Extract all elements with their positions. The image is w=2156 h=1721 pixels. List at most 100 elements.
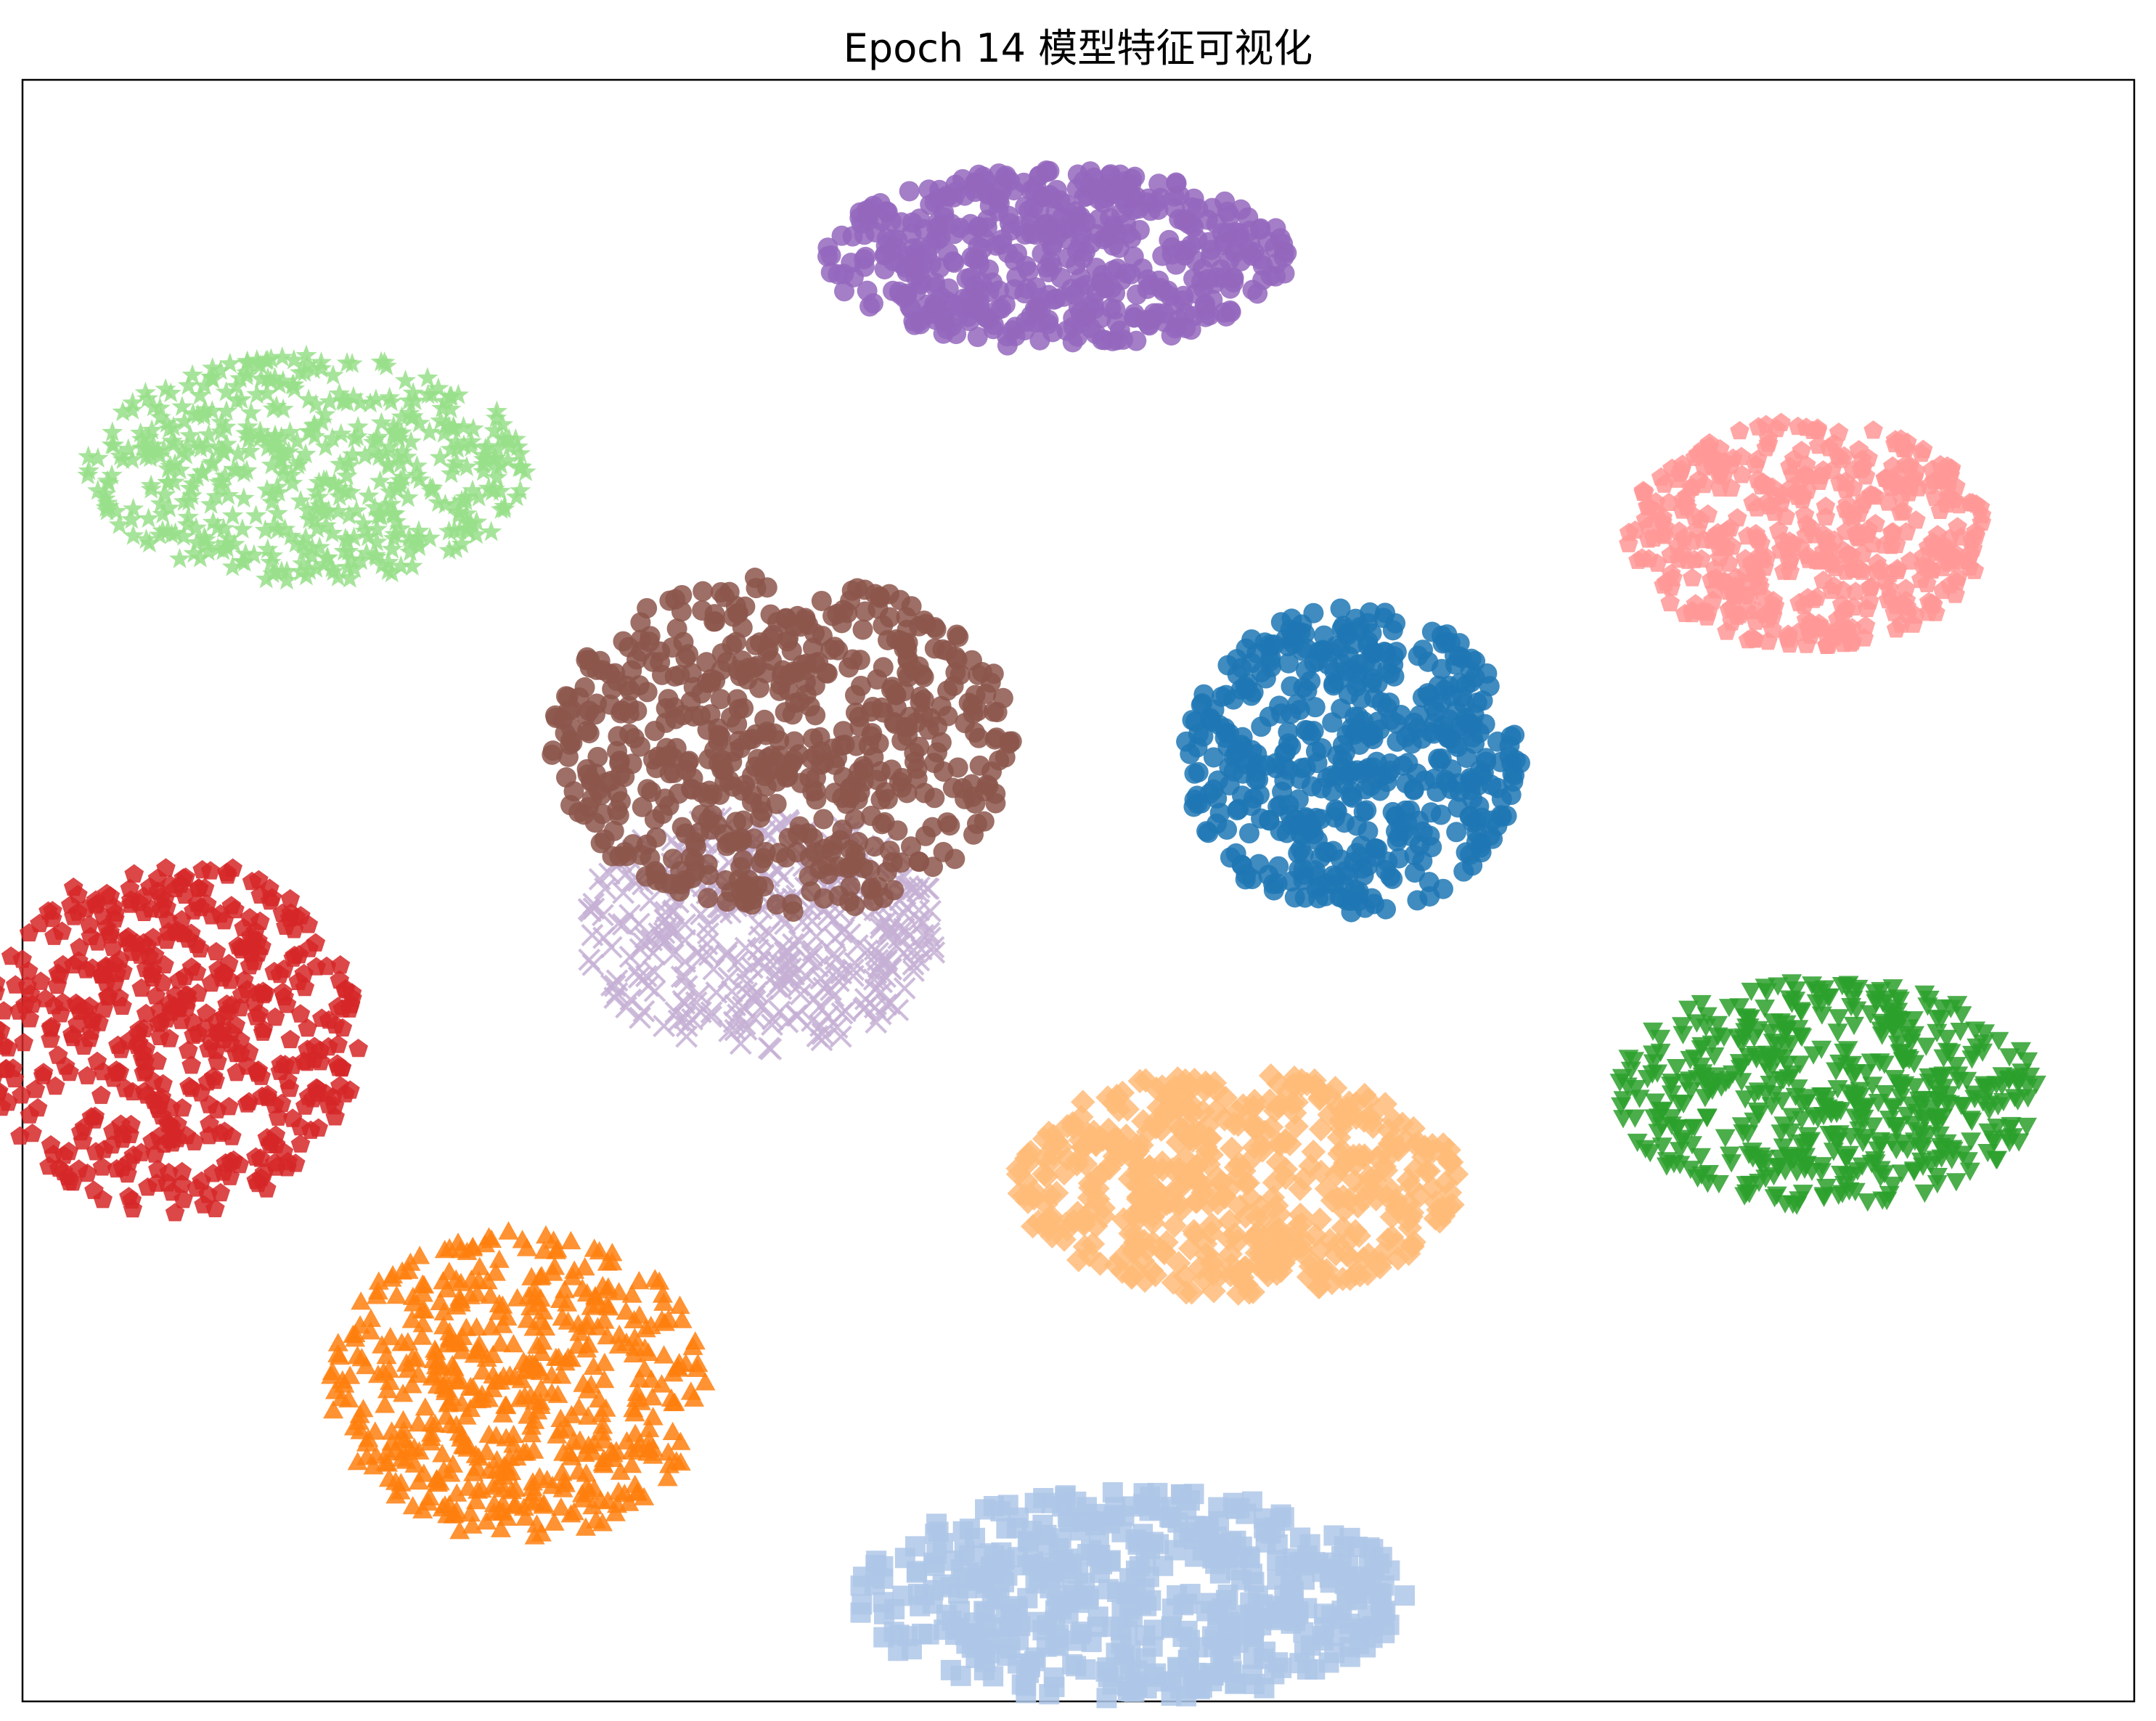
data-point — [817, 1005, 839, 1028]
data-point — [1357, 856, 1379, 877]
data-point — [809, 967, 833, 990]
data-point — [164, 453, 186, 474]
data-point — [607, 740, 628, 761]
data-point — [629, 938, 652, 961]
data-point — [933, 841, 954, 862]
data-point — [813, 888, 834, 909]
data-point — [189, 437, 211, 458]
data-point — [838, 657, 859, 678]
data-point — [1816, 507, 1836, 526]
data-point — [751, 994, 774, 1018]
data-point — [380, 1327, 401, 1346]
data-point — [216, 400, 237, 421]
data-point — [1683, 531, 1702, 550]
data-point — [1964, 560, 1985, 579]
data-point — [303, 359, 324, 380]
data-point — [827, 970, 850, 992]
data-point — [685, 1331, 706, 1350]
data-point — [983, 663, 1004, 684]
data-point — [1085, 324, 1106, 345]
data-point — [306, 933, 326, 952]
data-point — [769, 680, 790, 701]
data-point — [1263, 880, 1284, 901]
data-point — [1861, 576, 1881, 595]
data-point — [1188, 724, 1209, 745]
data-point — [961, 298, 982, 319]
data-point — [1122, 187, 1143, 208]
data-point — [1776, 507, 1796, 526]
data-point — [685, 991, 708, 1014]
data-point — [1849, 440, 1869, 459]
data-point — [207, 537, 229, 558]
data-point — [1456, 748, 1477, 769]
data-point — [253, 981, 273, 1000]
data-point — [257, 427, 279, 448]
data-point — [1827, 1023, 1848, 1042]
data-point — [357, 526, 379, 547]
data-point — [272, 398, 294, 419]
data-point — [417, 383, 439, 404]
data-point — [78, 459, 99, 481]
data-point — [177, 375, 200, 395]
data-point — [780, 957, 803, 980]
data-point — [95, 496, 117, 518]
data-point — [638, 889, 661, 912]
data-point — [490, 1333, 511, 1352]
data-point — [483, 447, 505, 468]
data-point — [1413, 639, 1434, 661]
data-point — [211, 475, 232, 496]
data-point — [210, 420, 232, 441]
data-point — [402, 382, 424, 403]
data-point — [828, 639, 849, 661]
data-point — [806, 1025, 829, 1048]
data-point — [155, 483, 176, 504]
data-point — [1238, 823, 1259, 844]
data-point — [822, 985, 845, 1007]
data-point — [1268, 856, 1289, 877]
data-point — [1273, 233, 1294, 254]
data-point — [1688, 443, 1708, 463]
data-point — [1844, 1016, 1864, 1036]
data-point — [787, 974, 810, 997]
data-point — [642, 749, 663, 770]
data-point — [338, 454, 360, 475]
data-point — [289, 451, 311, 472]
data-point — [366, 518, 388, 539]
data-point — [53, 992, 73, 1011]
data-point — [507, 436, 528, 457]
data-point — [581, 788, 603, 809]
data-point — [282, 374, 304, 395]
data-point — [1673, 454, 1693, 473]
data-point — [631, 844, 652, 865]
data-point — [246, 1147, 266, 1166]
data-point — [239, 440, 261, 461]
data-point — [419, 527, 441, 547]
data-point — [1140, 274, 1161, 295]
data-point — [1896, 522, 1916, 541]
data-point — [1719, 553, 1739, 572]
data-point — [799, 696, 820, 717]
data-point — [1834, 446, 1854, 465]
data-point — [663, 849, 684, 870]
data-point — [811, 590, 832, 611]
data-point — [576, 650, 597, 671]
data-point — [603, 986, 626, 1010]
data-point — [579, 899, 602, 923]
data-point — [348, 1039, 368, 1058]
data-point — [292, 552, 314, 573]
data-point — [573, 804, 595, 825]
data-point — [1251, 716, 1272, 737]
data-point — [1947, 571, 1967, 591]
data-point — [1792, 441, 1812, 459]
data-point — [676, 759, 697, 780]
data-point — [1198, 822, 1219, 843]
data-point — [1001, 731, 1022, 752]
data-point — [1326, 799, 1347, 820]
data-point — [1702, 455, 1722, 475]
data-point — [390, 555, 412, 576]
data-point — [923, 941, 946, 964]
data-point — [834, 281, 855, 302]
data-point — [136, 438, 158, 458]
data-point — [175, 443, 197, 465]
data-point — [212, 441, 234, 462]
